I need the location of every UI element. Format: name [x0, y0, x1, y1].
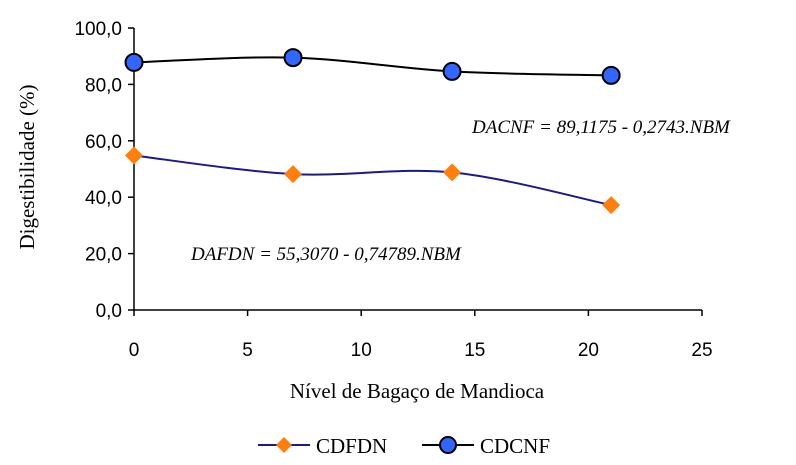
series-line-cdcnf [133, 56, 612, 77]
legend: CDFDN CDCNF [258, 434, 550, 458]
y-tick-label: 60,0 [85, 132, 122, 153]
y-tick-label: 100,0 [74, 19, 122, 40]
data-point-cdfdn [443, 163, 462, 182]
data-point-cdfdn [602, 196, 621, 215]
annotation-dafdn: DAFDN = 55,3070 - 0,74789.NBM [190, 244, 462, 265]
x-axis-title: Nível de Bagaço de Mandioca [290, 379, 545, 403]
x-tick-label: 25 [691, 340, 712, 361]
x-tick-label: 10 [351, 340, 372, 361]
x-tick-label: 0 [129, 340, 140, 361]
legend-marker-cdfdn [276, 437, 292, 453]
y-ticks: 0,0 20,0 40,0 60,0 80,0 100,0 [74, 19, 134, 322]
x-tick-label: 5 [242, 340, 253, 361]
data-point-cdcnf [442, 61, 462, 81]
y-tick-label: 20,0 [85, 245, 122, 266]
x-tick-label: 15 [464, 340, 485, 361]
series-layer [124, 48, 621, 215]
y-tick-label: 0,0 [96, 301, 122, 322]
data-point-cdcnf [283, 48, 303, 68]
y-axis-title: Digestibilidade (%) [15, 84, 39, 249]
x-ticks: 0 5 10 15 20 25 [129, 310, 713, 361]
y-tick-label: 40,0 [85, 188, 122, 209]
data-point-cdfdn [125, 146, 143, 165]
data-point-cdcnf [124, 52, 144, 72]
data-point-cdcnf [601, 65, 621, 85]
axes [133, 28, 702, 311]
annotation-dacnf: DACNF = 89,1175 - 0,2743.NBM [471, 117, 731, 138]
legend-label-cdcnf: CDCNF [480, 434, 550, 458]
y-tick-label: 80,0 [85, 75, 122, 96]
data-point-cdfdn [284, 165, 303, 184]
legend-label-cdfdn: CDFDN [316, 434, 387, 458]
series-line-cdfdn [133, 154, 612, 207]
legend-marker-cdcnf [439, 436, 457, 454]
x-tick-label: 20 [578, 340, 599, 361]
